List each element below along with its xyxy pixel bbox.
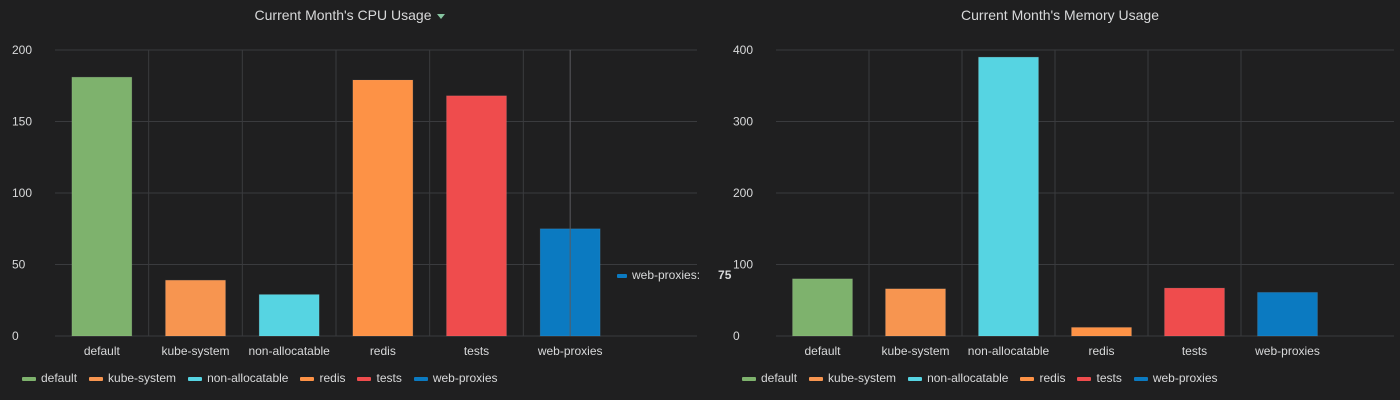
- legend-item-kube-system[interactable]: kube-system: [809, 371, 896, 385]
- legend-swatch: [1077, 376, 1092, 381]
- legend-swatch: [22, 376, 36, 381]
- cpu-y-tick-label: 100: [12, 186, 32, 200]
- cpu-panel-title-text: Current Month's CPU Usage: [254, 7, 432, 23]
- memory-panel-title-text: Current Month's Memory Usage: [961, 7, 1159, 23]
- mem-bar-web-proxies[interactable]: [1257, 291, 1318, 337]
- cpu-x-tick-label: non-allocatable: [248, 344, 330, 358]
- cpu-x-tick-label: web-proxies: [537, 344, 603, 358]
- legend-item-default[interactable]: default: [742, 371, 797, 385]
- legend-swatch: [300, 376, 315, 381]
- legend-item-tests[interactable]: tests: [357, 371, 402, 385]
- legend-label: non-allocatable: [927, 371, 1009, 385]
- cpu-panel-title[interactable]: Current Month's CPU Usage: [0, 7, 700, 23]
- memory-bar-chart: 0 100 200 300 400 default kube-system non-alloc…: [733, 43, 1394, 358]
- chevron-down-icon[interactable]: [437, 13, 446, 19]
- cpu-x-tick-label: tests: [464, 344, 489, 358]
- legend-item-web-proxies[interactable]: web-proxies: [413, 371, 498, 385]
- legend-item-redis[interactable]: redis: [1020, 371, 1065, 385]
- legend-label: redis: [319, 371, 346, 385]
- legend-label: tests: [376, 371, 402, 385]
- cpu-bar-redis[interactable]: [352, 79, 414, 337]
- cpu-y-tick-label: 0: [12, 329, 19, 343]
- legend-item-kube-system[interactable]: kube-system: [89, 371, 176, 385]
- cpu-bar-tests[interactable]: [446, 95, 507, 337]
- legend-item-redis[interactable]: redis: [300, 371, 345, 385]
- legend-swatch: [188, 376, 203, 381]
- mem-bar-default[interactable]: [792, 278, 853, 337]
- legend-label: web-proxies: [432, 371, 498, 385]
- legend-label: kube-system: [108, 371, 177, 385]
- cpu-usage-panel: Current Month's CPU Usage 0 50 100 150 200 de…: [0, 7, 731, 385]
- mem-bar-kube-system[interactable]: [885, 288, 946, 337]
- cpu-bar-non-allocatable[interactable]: [258, 294, 320, 337]
- legend-item-non-allocatable[interactable]: non-allocatable: [188, 371, 288, 385]
- mem-bar-redis[interactable]: [1071, 326, 1132, 337]
- mem-y-tick-label: 0: [733, 329, 740, 343]
- cpu-y-tick-label: 200: [12, 43, 32, 57]
- legend-item-non-allocatable[interactable]: non-allocatable: [908, 371, 1008, 385]
- legend-label: default: [761, 371, 798, 385]
- mem-x-tick-label: kube-system: [881, 344, 949, 358]
- legend-label: tests: [1096, 371, 1122, 385]
- mem-y-tick-label: 100: [733, 258, 753, 272]
- legend-item-default[interactable]: default: [22, 371, 77, 385]
- cpu-x-tick-label: redis: [370, 344, 396, 358]
- mem-x-tick-label: redis: [1088, 344, 1114, 358]
- mem-bar-non-allocatable[interactable]: [978, 56, 1039, 337]
- legend-swatch: [1020, 376, 1035, 381]
- legend-swatch: [413, 376, 428, 381]
- cpu-bar-default[interactable]: [71, 76, 133, 337]
- cpu-bar-chart: 0 50 100 150 200 default kube-system non-alloca…: [12, 43, 697, 358]
- cpu-y-tick-label: 150: [12, 115, 32, 129]
- mem-bar-tests[interactable]: [1164, 287, 1225, 337]
- cpu-y-tick-label: 50: [12, 258, 26, 272]
- legend-swatch: [908, 376, 923, 381]
- memory-legend: default kube-system non-allocatable redis te…: [742, 371, 1230, 385]
- legend-label: non-allocatable: [207, 371, 289, 385]
- legend-label: kube-system: [828, 371, 897, 385]
- legend-swatch: [809, 376, 824, 381]
- cpu-x-tick-label: default: [84, 344, 121, 358]
- memory-panel-title[interactable]: Current Month's Memory Usage: [720, 7, 1400, 23]
- mem-x-tick-label: non-allocatable: [968, 344, 1050, 358]
- legend-swatch: [742, 376, 756, 381]
- mem-x-tick-label: web-proxies: [1254, 344, 1320, 358]
- mem-x-tick-label: default: [804, 344, 841, 358]
- legend-swatch: [89, 376, 104, 381]
- tooltip-value: 75: [718, 268, 732, 282]
- legend-label: redis: [1039, 371, 1066, 385]
- legend-swatch: [357, 376, 372, 381]
- mem-y-tick-label: 300: [733, 115, 753, 129]
- legend-item-tests[interactable]: tests: [1077, 371, 1122, 385]
- cpu-x-tick-label: kube-system: [161, 344, 229, 358]
- tooltip-swatch: [617, 273, 627, 278]
- legend-label: default: [41, 371, 78, 385]
- mem-y-tick-label: 200: [733, 186, 753, 200]
- cpu-bar-kube-system[interactable]: [165, 279, 226, 337]
- mem-y-tick-label: 400: [733, 43, 753, 57]
- legend-swatch: [1133, 376, 1148, 381]
- hover-tooltip: web-proxies: 75: [617, 268, 731, 282]
- tooltip-series: web-proxies:: [632, 268, 701, 282]
- memory-usage-panel: Current Month's Memory Usage 0 100 200 300 4…: [720, 0, 1400, 400]
- mem-x-tick-label: tests: [1182, 344, 1207, 358]
- legend-item-web-proxies[interactable]: web-proxies: [1133, 371, 1218, 385]
- legend-label: web-proxies: [1152, 371, 1218, 385]
- cpu-legend: default kube-system non-allocatable redis te…: [22, 371, 510, 385]
